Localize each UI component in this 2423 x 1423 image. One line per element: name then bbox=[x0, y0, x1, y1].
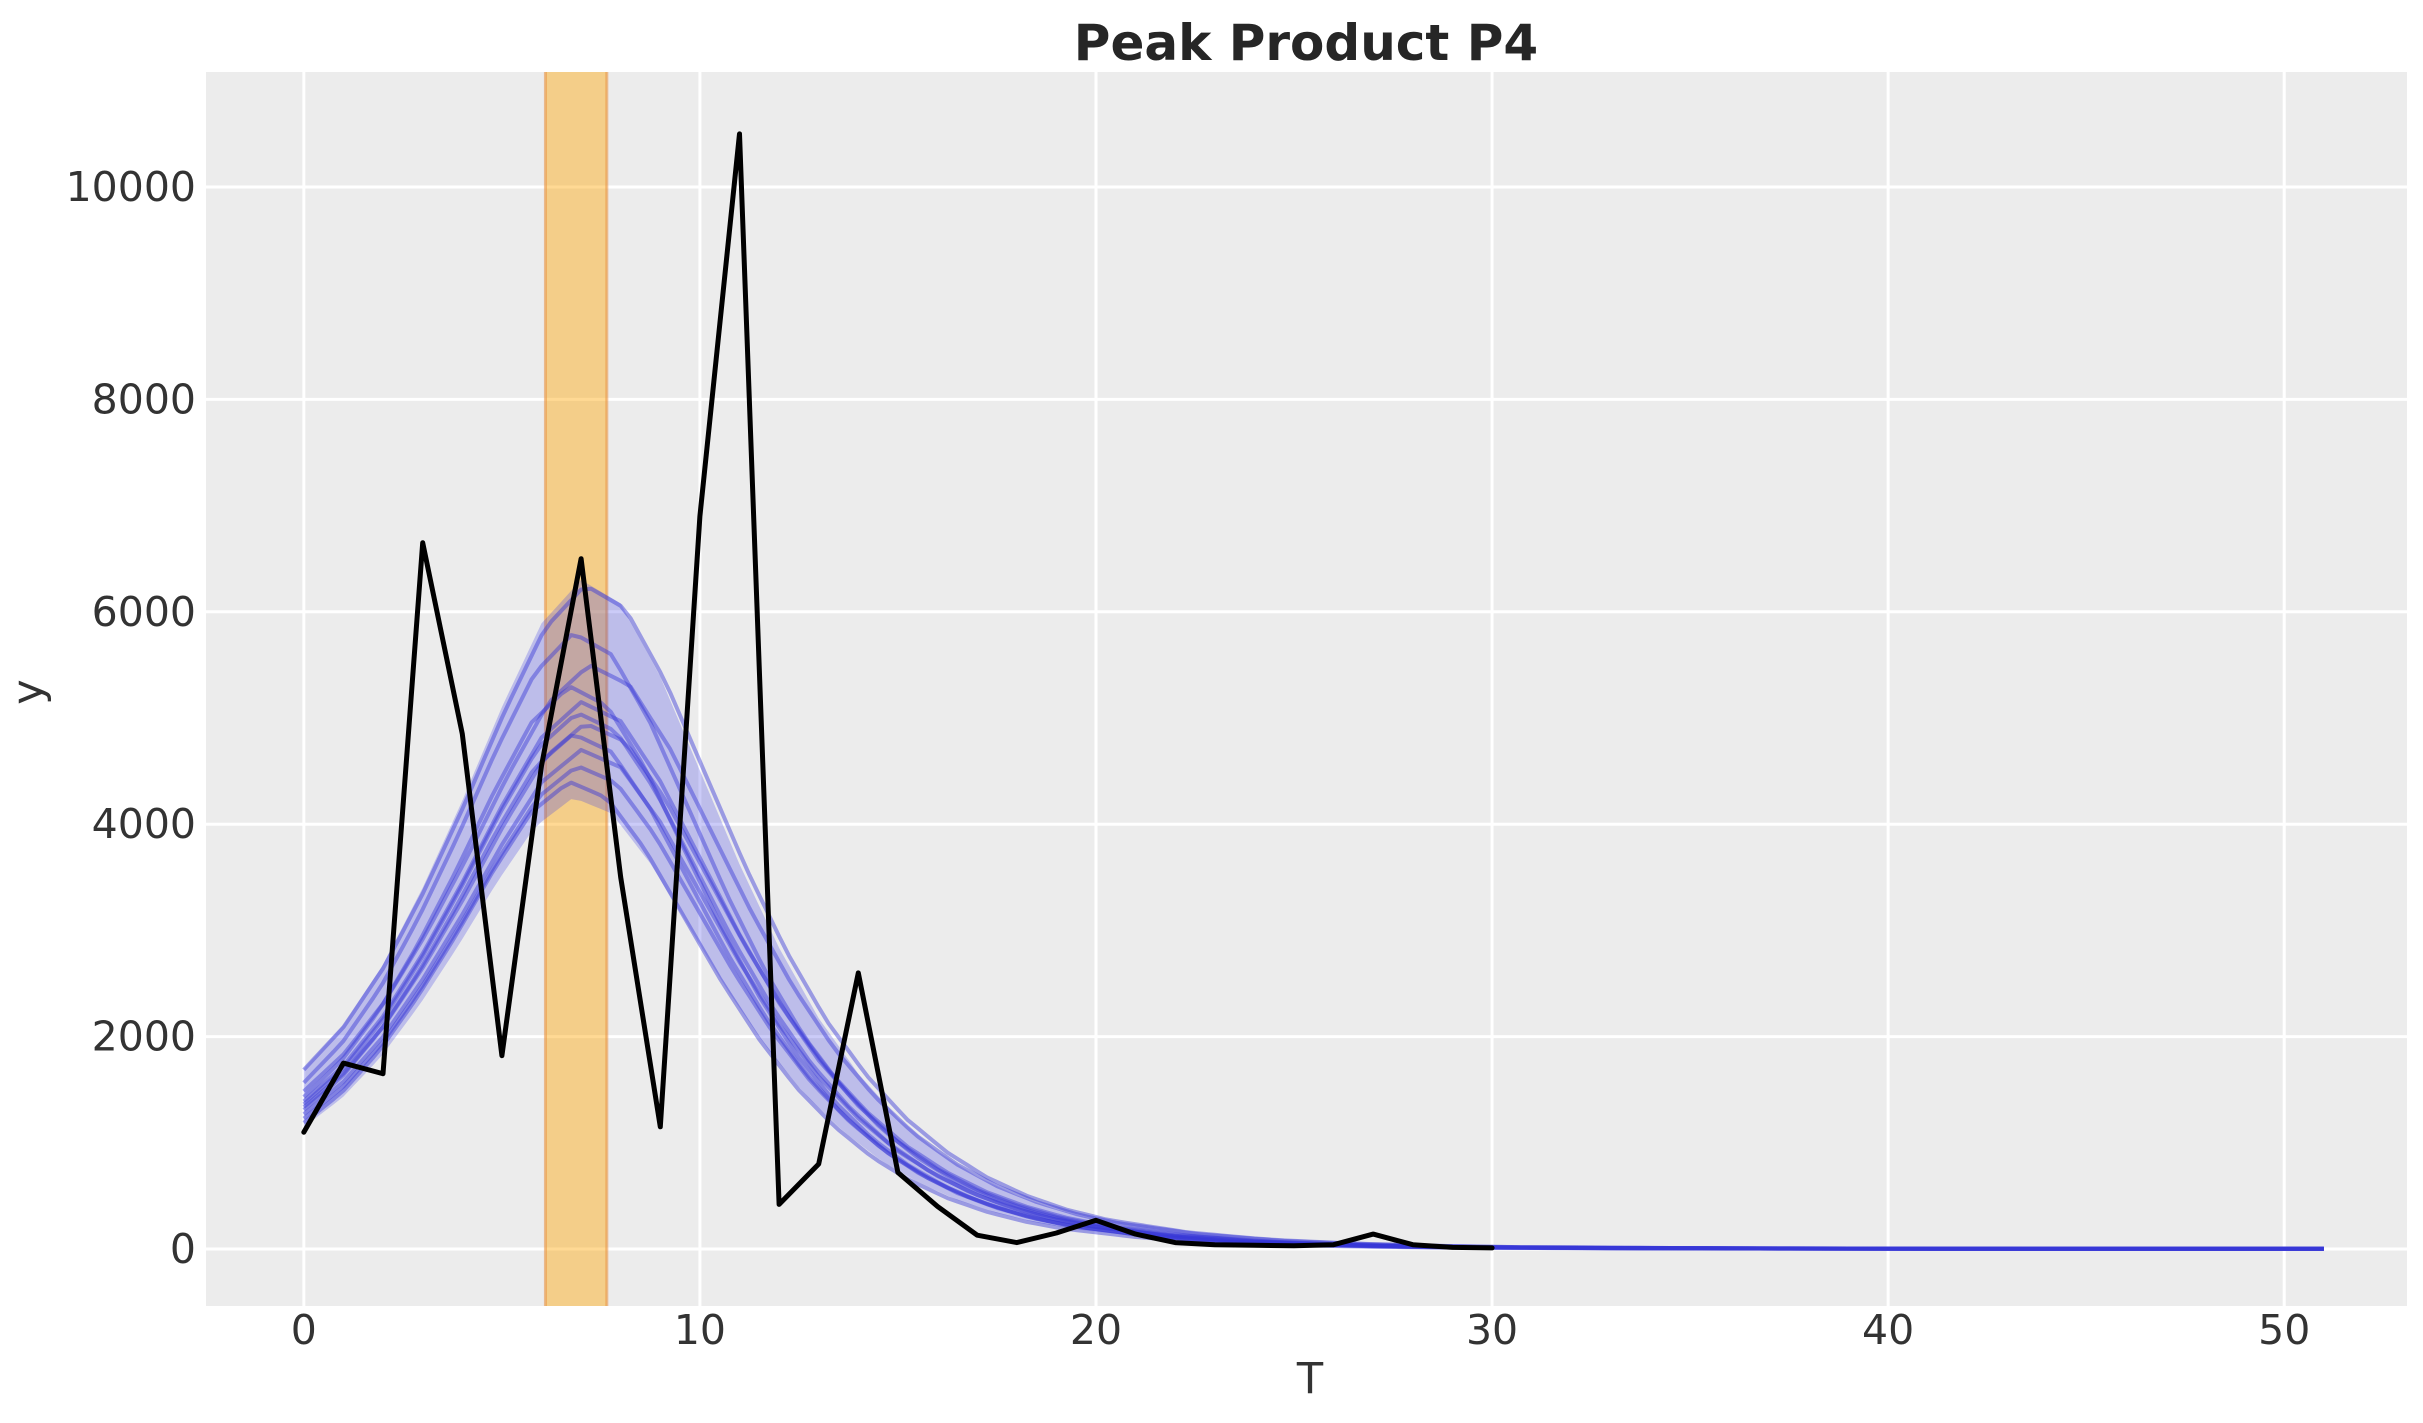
simulation-curve bbox=[302, 586, 2324, 1251]
y-tick-label: 6000 bbox=[92, 588, 196, 636]
simulation-curve bbox=[302, 685, 2324, 1251]
plot-area bbox=[206, 72, 2407, 1306]
x-tick-label: 40 bbox=[1862, 1306, 1914, 1354]
y-tick-label: 4000 bbox=[92, 800, 196, 848]
simulation-curves bbox=[302, 586, 2324, 1251]
y-tick-labels: 0 2000 4000 6000 8000 10000 bbox=[66, 163, 196, 1273]
y-tick-label: 10000 bbox=[66, 163, 196, 211]
x-tick-label: 20 bbox=[1070, 1306, 1122, 1354]
simulation-curve bbox=[302, 700, 2324, 1251]
x-axis-label: T bbox=[1296, 1354, 1324, 1404]
y-tick-label: 0 bbox=[170, 1225, 196, 1273]
simulation-curve bbox=[302, 780, 2324, 1251]
y-axis-label: y bbox=[3, 679, 53, 704]
simulation-curve bbox=[302, 733, 2324, 1251]
observed-line bbox=[301, 131, 1495, 1251]
simulation-curve bbox=[302, 765, 2324, 1251]
simulation-curve bbox=[302, 633, 2324, 1251]
y-tick-label: 8000 bbox=[92, 375, 196, 423]
simulation-curve bbox=[302, 747, 2324, 1251]
x-tick-labels: 0 10 20 30 40 50 bbox=[291, 1306, 2311, 1354]
simulation-curve bbox=[302, 663, 2324, 1251]
chart-title: Peak Product P4 bbox=[1074, 14, 1538, 72]
simulation-envelope bbox=[303, 579, 2324, 1249]
simulation-curve bbox=[302, 724, 2324, 1251]
x-tick-label: 10 bbox=[674, 1306, 726, 1354]
x-tick-label: 0 bbox=[291, 1306, 317, 1354]
gridlines bbox=[206, 72, 2407, 1306]
simulation-curve bbox=[302, 712, 2324, 1251]
y-tick-label: 2000 bbox=[92, 1013, 196, 1061]
x-tick-label: 50 bbox=[2258, 1306, 2310, 1354]
x-tick-label: 30 bbox=[1466, 1306, 1518, 1354]
